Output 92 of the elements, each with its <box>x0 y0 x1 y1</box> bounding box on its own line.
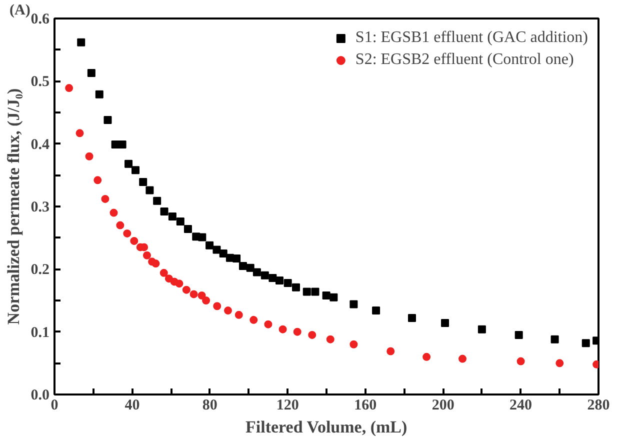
y-tick-label: 0.4 <box>30 136 50 153</box>
point <box>322 291 330 300</box>
point <box>152 260 160 268</box>
point <box>422 352 431 361</box>
point <box>213 302 222 310</box>
point <box>76 129 84 138</box>
point <box>478 325 486 334</box>
point <box>514 330 523 339</box>
point <box>130 236 138 245</box>
point <box>184 225 192 234</box>
point <box>268 274 277 282</box>
point <box>246 264 254 272</box>
point <box>250 316 258 324</box>
point <box>293 328 302 336</box>
point <box>87 69 96 78</box>
point <box>153 196 162 205</box>
point <box>275 276 284 284</box>
y-tick-label: 0.2 <box>30 262 50 278</box>
x-tick-label: 40 <box>124 398 140 414</box>
y-tick-label: 0.6 <box>30 12 50 28</box>
point <box>160 268 168 277</box>
y-tick-label: 0.5 <box>30 74 50 90</box>
point <box>175 280 184 288</box>
y-tick-label: 0.0 <box>30 388 50 404</box>
point <box>232 254 241 263</box>
point <box>168 212 176 221</box>
point <box>372 306 380 315</box>
x-tick-label: 160 <box>354 398 377 414</box>
point <box>311 288 320 296</box>
point <box>408 314 416 322</box>
point <box>326 335 334 344</box>
point <box>582 339 590 348</box>
point <box>350 300 358 308</box>
point <box>516 357 525 366</box>
point <box>182 286 190 294</box>
point <box>160 208 168 216</box>
point <box>198 233 206 242</box>
y-axis-title: Normalized permeate flux, (J/J₀) <box>4 88 23 325</box>
x-tick-label: 80 <box>202 398 218 414</box>
point <box>198 291 206 300</box>
point <box>202 296 210 304</box>
point <box>101 194 110 203</box>
point <box>212 246 221 254</box>
x-tick-label: 120 <box>276 398 299 414</box>
point <box>284 278 292 287</box>
point <box>260 271 269 280</box>
point <box>85 152 94 160</box>
point <box>458 354 466 363</box>
point <box>118 140 126 148</box>
point <box>206 241 214 250</box>
point <box>292 283 300 292</box>
x-tick-label: 240 <box>510 398 532 414</box>
point <box>116 221 124 230</box>
x-tick-label: 0 <box>50 398 58 414</box>
x-tick-label: 200 <box>432 398 454 414</box>
point <box>330 293 338 302</box>
y-tick-label: 0.1 <box>30 324 50 341</box>
point <box>132 166 140 174</box>
point <box>441 319 450 328</box>
point <box>104 116 112 124</box>
point <box>238 262 247 270</box>
legend-label: S1: EGSB1 effluent (GAC addition) <box>355 29 588 47</box>
point <box>224 306 232 315</box>
point <box>95 90 104 98</box>
point <box>386 347 395 356</box>
point <box>556 359 564 368</box>
point <box>234 310 243 319</box>
point <box>77 38 86 46</box>
text: (A) <box>10 2 30 18</box>
point <box>264 320 272 328</box>
point <box>219 250 228 258</box>
point <box>124 160 133 168</box>
x-tick-label: 280 <box>587 398 610 414</box>
point <box>123 229 132 238</box>
point <box>146 186 154 194</box>
point <box>142 251 151 260</box>
point <box>252 268 261 276</box>
point <box>308 330 316 339</box>
point <box>176 218 184 226</box>
point <box>65 84 74 92</box>
point <box>164 274 173 283</box>
point <box>302 288 311 296</box>
x-axis-title: Filtered Volume, (mL) <box>246 418 408 436</box>
y-tick-label: 0.3 <box>30 200 50 216</box>
legend-label: S2: EGSB2 effluent (Control one) <box>355 51 574 69</box>
point <box>350 340 358 348</box>
point <box>190 290 198 298</box>
point <box>550 335 559 344</box>
point <box>278 325 287 334</box>
point <box>110 208 118 217</box>
point <box>139 178 148 186</box>
point <box>94 176 102 184</box>
